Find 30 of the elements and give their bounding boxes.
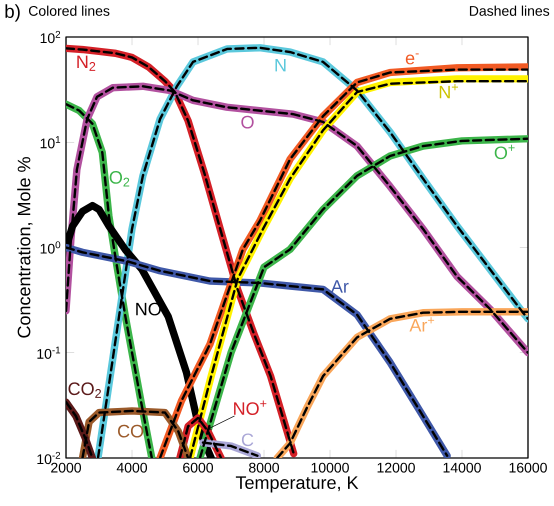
- x-axis-title: Temperature, K: [236, 476, 358, 493]
- x-tick-label: 8000: [249, 462, 280, 473]
- text: Colored lines: [28, 6, 110, 16]
- series-label: CO: [118, 424, 144, 438]
- series-label: Ar$^{+}$: [409, 317, 434, 332]
- series-label: C: [242, 433, 254, 446]
- x-tick-label: 14000: [444, 462, 481, 473]
- y-tick-label: 10$^{0}$: [40, 241, 60, 254]
- x-tick-label: 10000: [312, 462, 349, 473]
- y-axis-title: Concentration, Mole %: [17, 157, 33, 338]
- x-tick-label: 12000: [378, 462, 415, 473]
- x-tick-label: 6000: [183, 462, 214, 473]
- text: b): [5, 4, 20, 22]
- text: Dashed lines: [470, 6, 550, 16]
- series-label: N: [275, 59, 286, 72]
- series-label: NO$^{+}$: [234, 400, 266, 415]
- series-label: e$^{-}$: [406, 53, 419, 64]
- series-label: N$^{+}$: [440, 84, 458, 98]
- series-label: O$^{+}$: [494, 144, 515, 160]
- series-label: Ar: [330, 280, 349, 293]
- series-label: CO$_{2}$: [68, 382, 101, 398]
- y-tick-label: 10$^{-1}$: [37, 346, 60, 359]
- y-tick-label: 10$^{1}$: [40, 136, 60, 148]
- x-tick-label: 16000: [510, 462, 547, 473]
- x-tick-label: 4000: [116, 462, 148, 473]
- series-label: N$_{2}$: [77, 56, 96, 71]
- series-label: O: [241, 116, 254, 128]
- x-tick-label: 2000: [51, 462, 82, 473]
- series-label: O$_{2}$: [110, 171, 130, 186]
- y-tick-label: 10$^{2}$: [40, 30, 60, 44]
